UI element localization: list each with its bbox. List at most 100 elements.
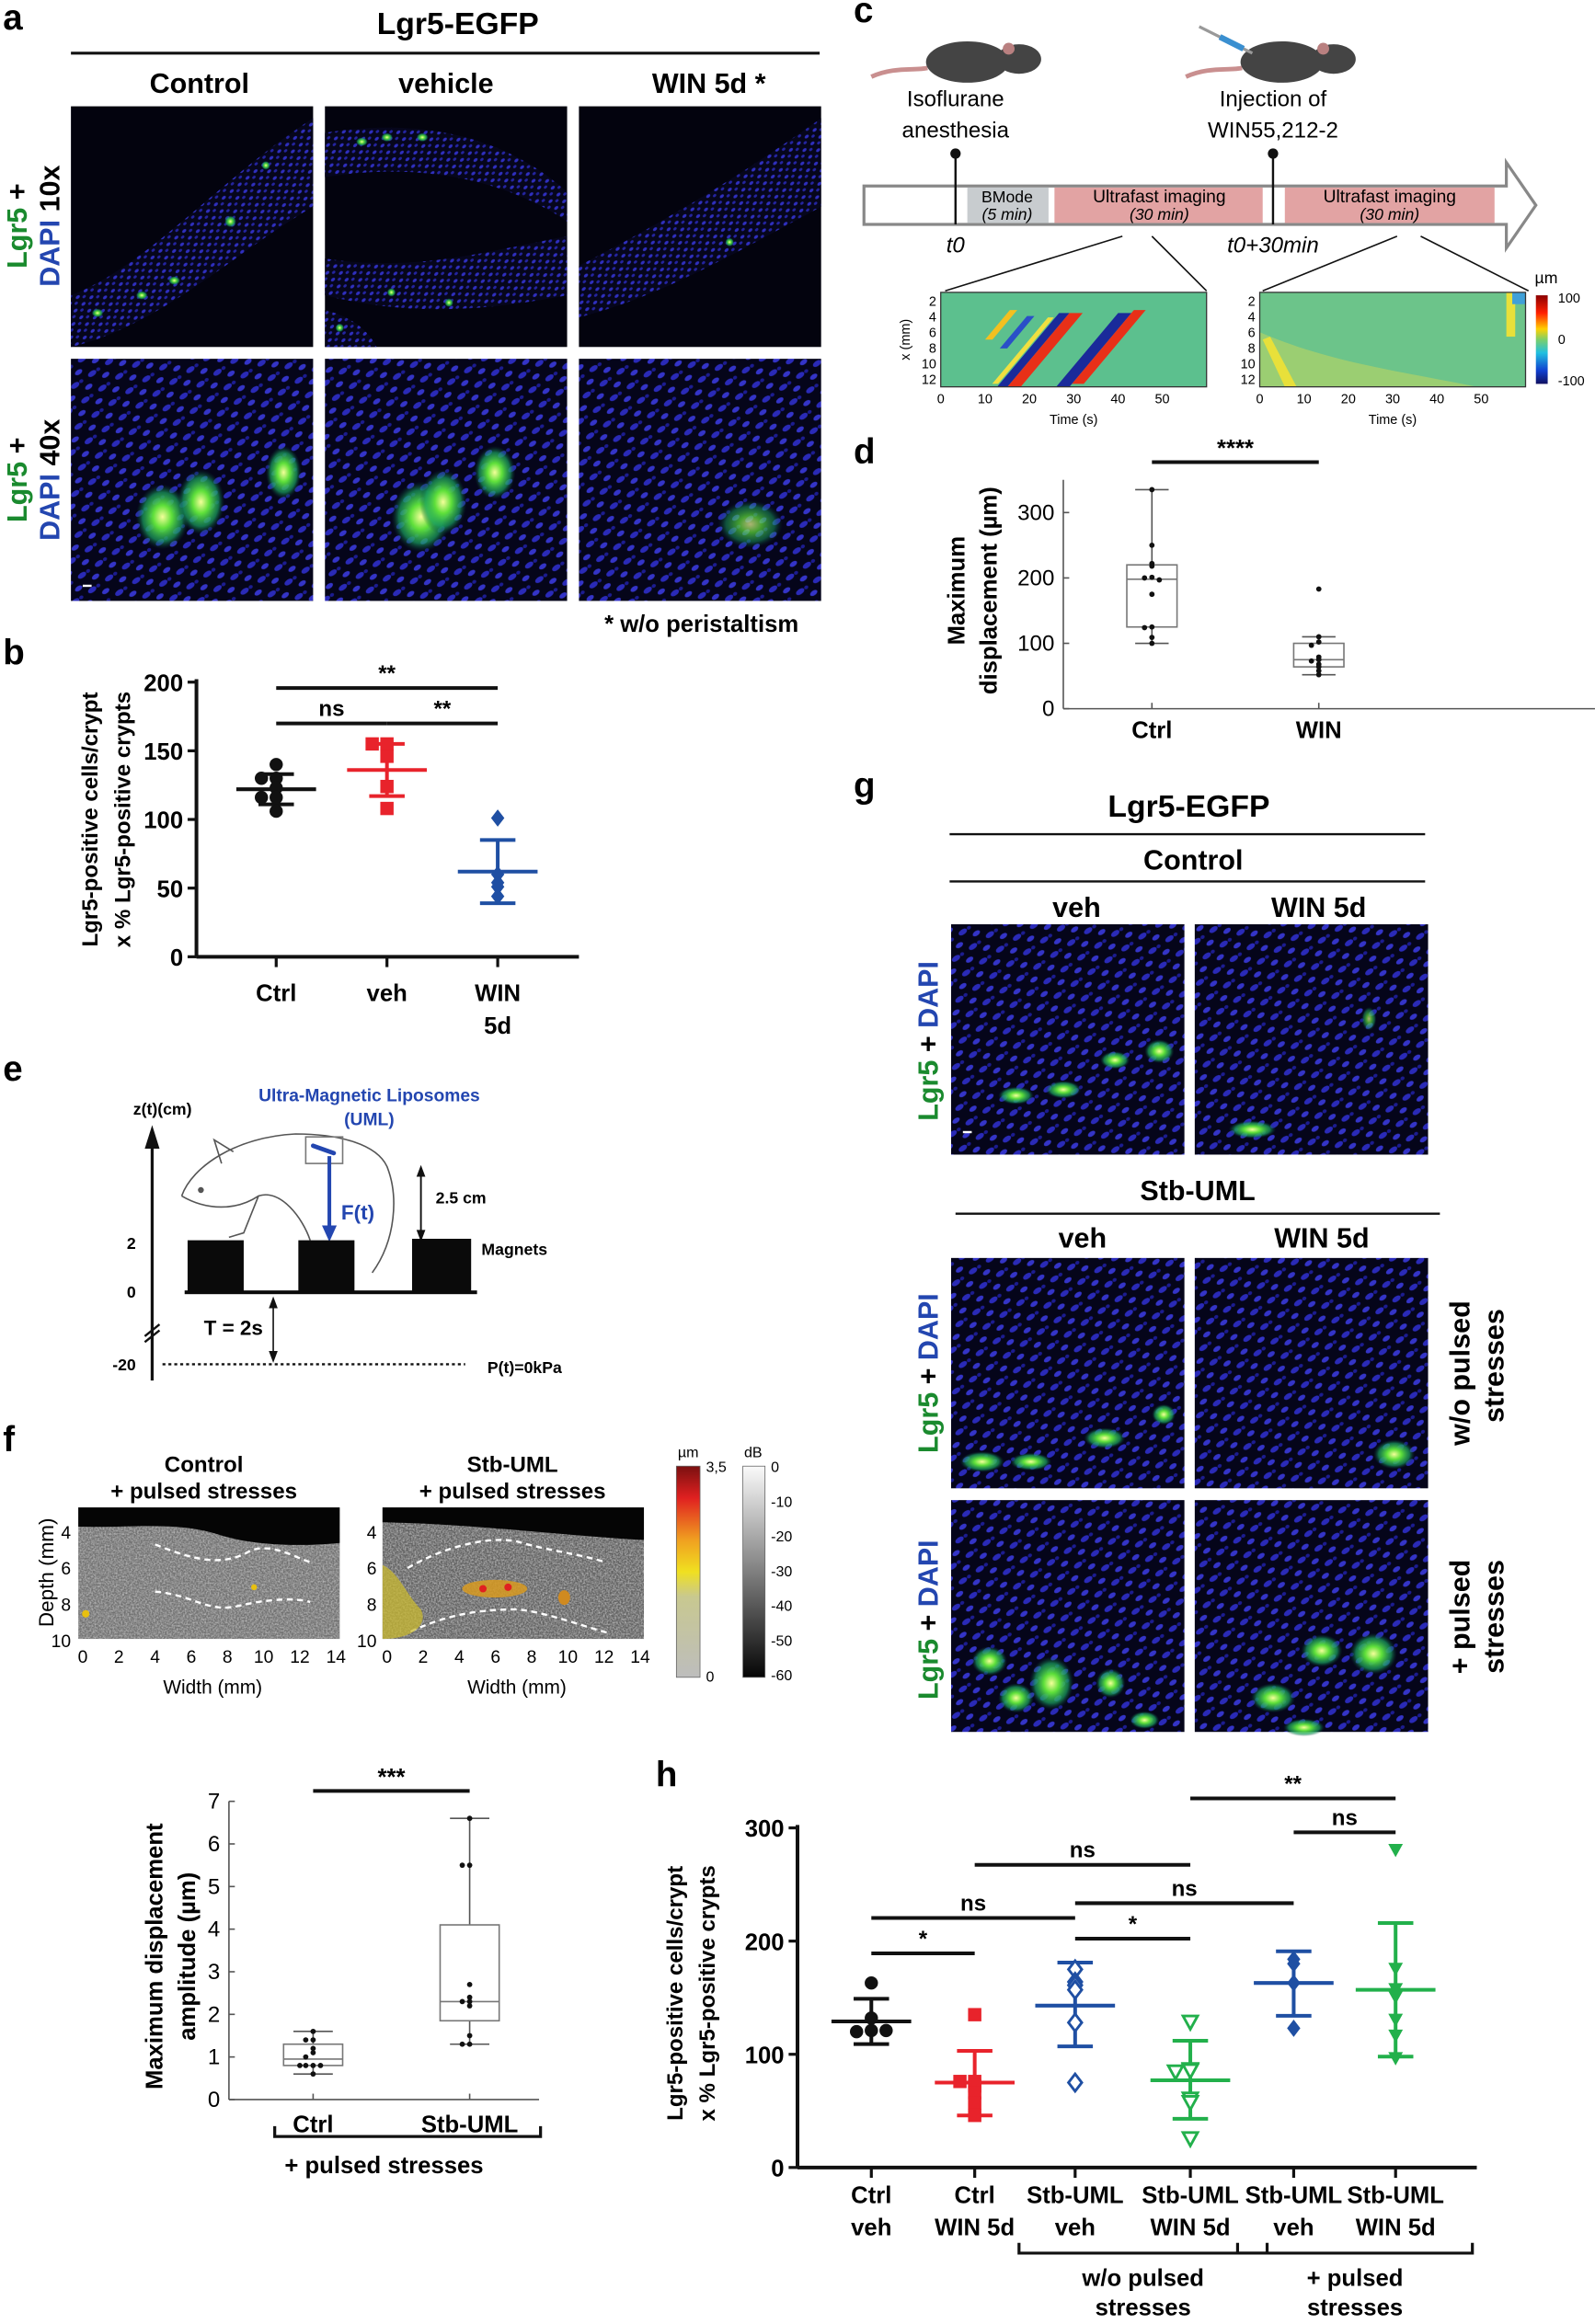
- data-point: [490, 809, 505, 827]
- axis-break-icon: [143, 1323, 161, 1337]
- row-label-10x-line2: DAPI 10x: [34, 165, 65, 286]
- width-tick: 2: [419, 1648, 429, 1667]
- panel-f: f Control + pulsed stresses Stb-UML + pu…: [3, 1420, 792, 1698]
- micrograph-stb-win: [1194, 1257, 1429, 1489]
- data-point: [310, 2028, 316, 2034]
- data-point: [1315, 586, 1322, 592]
- width-tick: 2: [114, 1648, 124, 1667]
- segment-bmode-duration: (5 min): [982, 205, 1033, 223]
- micrograph-control-40x: [71, 359, 314, 601]
- heatmap-xtick: 10: [978, 392, 993, 406]
- data-point: [1066, 1978, 1084, 2001]
- panel-g: g Lgr5-EGFP Control veh WIN 5d Stb-UML v…: [854, 766, 1509, 1737]
- data-point: [1180, 2014, 1200, 2032]
- g-row-label-3: Lgr5 + DAPI: [913, 1540, 945, 1700]
- mouse-outline-icon: [180, 1133, 395, 1274]
- data-point: [459, 1998, 465, 2005]
- data-point: [1388, 2029, 1404, 2044]
- y-axis-label: amplitude (µm): [175, 1872, 201, 2041]
- data-point: [380, 779, 394, 794]
- colorbar-unit: µm: [1535, 269, 1558, 287]
- y-axis-label: x % Lgr5-positive crypts: [110, 692, 135, 947]
- colorbar-displacement-max: 3,5: [706, 1460, 726, 1476]
- width-axis-label-2: Width (mm): [467, 1677, 567, 1698]
- data-point: [310, 2063, 316, 2068]
- segment-bmode-label: BMode: [981, 188, 1033, 206]
- magnets: [184, 1238, 477, 1295]
- data-point: [1156, 577, 1163, 583]
- row-label-40x-line1: Lgr5 +: [2, 438, 33, 522]
- y-tick-label: 200: [143, 670, 183, 696]
- panel-c: c Isoflurane anesthesia Injection of WIN…: [854, 0, 1585, 428]
- segment-ultrafast-2-duration: (30 min): [1360, 205, 1419, 223]
- width-tick: 8: [223, 1648, 233, 1667]
- series-3: [1150, 2014, 1231, 2149]
- series-0: [831, 1975, 912, 2046]
- x-tick-label: veh: [1055, 2215, 1096, 2241]
- depth-tick: 8: [61, 1597, 71, 1616]
- series-1: [935, 2008, 1016, 2123]
- heatmap-xtick: 50: [1155, 392, 1170, 406]
- micrograph-vehicle-40x: [325, 359, 568, 601]
- side-label-wo-pulsed-2: stresses: [1478, 1309, 1509, 1423]
- data-point: [303, 2037, 309, 2043]
- segment-bmode: [967, 187, 1049, 223]
- data-point: [303, 2054, 309, 2060]
- significance-label: **: [378, 661, 396, 686]
- magnets-label: Magnets: [481, 1241, 547, 1259]
- heatmap-xtick: 0: [937, 392, 945, 406]
- width-tick: 4: [150, 1648, 160, 1667]
- width-tick: 10: [254, 1648, 273, 1667]
- data-point: [1388, 2013, 1404, 2028]
- heatmap-xtick: 20: [1341, 392, 1356, 406]
- significance-label: ***: [378, 1765, 406, 1791]
- micrograph-win-40x: [579, 359, 821, 601]
- segment-ultrafast-1: [1054, 187, 1263, 223]
- z-tick-minus20: -20: [112, 1356, 136, 1374]
- data-point: [1308, 658, 1314, 664]
- data-point: [953, 2075, 967, 2089]
- column-header-vehicle: vehicle: [398, 68, 493, 99]
- data-point: [1287, 2020, 1301, 2037]
- data-point: [1180, 2131, 1200, 2149]
- segment-ultrafast-2: [1284, 187, 1495, 223]
- event-2-line1: Injection of: [1220, 87, 1327, 112]
- group-label: + pulsed: [1307, 2265, 1404, 2291]
- data-point: [270, 758, 283, 772]
- width-tick: 6: [490, 1648, 500, 1667]
- panel-label-c: c: [854, 0, 873, 30]
- col-win-2: WIN 5d: [1274, 1223, 1369, 1254]
- heatmap-xtick: 30: [1385, 392, 1400, 406]
- colorbar-db-unit: dB: [744, 1445, 763, 1461]
- data-point: [310, 2050, 316, 2055]
- data-point: [1142, 575, 1148, 581]
- depth-tick: 4: [367, 1524, 377, 1543]
- heatmap-ytick: 6: [1248, 326, 1256, 340]
- data-point: [849, 2024, 864, 2039]
- panel-label-g: g: [854, 766, 876, 806]
- depth-tick: 6: [367, 1560, 377, 1579]
- data-point: [865, 2011, 878, 2025]
- data-point: [310, 2045, 316, 2052]
- data-point: [270, 781, 283, 795]
- data-point: [1315, 671, 1322, 678]
- data-point: [466, 1994, 473, 2000]
- heatmap-xtick: 20: [1022, 392, 1037, 406]
- image-2-title-line2: + pulsed stresses: [419, 1480, 606, 1505]
- z-axis-label: z(t)(cm): [133, 1100, 192, 1118]
- data-point: [1149, 563, 1155, 569]
- heatmap-ytick: 10: [922, 357, 936, 372]
- image-1-title-line2: + pulsed stresses: [110, 1480, 297, 1505]
- period-label: T = 2s: [204, 1316, 263, 1339]
- y-axis-label: Lgr5-positive cells/crypt: [663, 1866, 688, 2121]
- panel-label-f: f: [3, 1420, 15, 1460]
- ultrasound-control: [78, 1507, 340, 1640]
- x-tick-label: WIN 5d: [1151, 2215, 1231, 2241]
- significance-label: *: [919, 1927, 928, 1952]
- data-point: [968, 2108, 981, 2123]
- colorbar-db-tick: -20: [771, 1528, 792, 1545]
- width-tick: 6: [187, 1648, 197, 1667]
- y-tick-label: 300: [1017, 500, 1054, 525]
- y-tick-label: 2: [208, 2002, 220, 2027]
